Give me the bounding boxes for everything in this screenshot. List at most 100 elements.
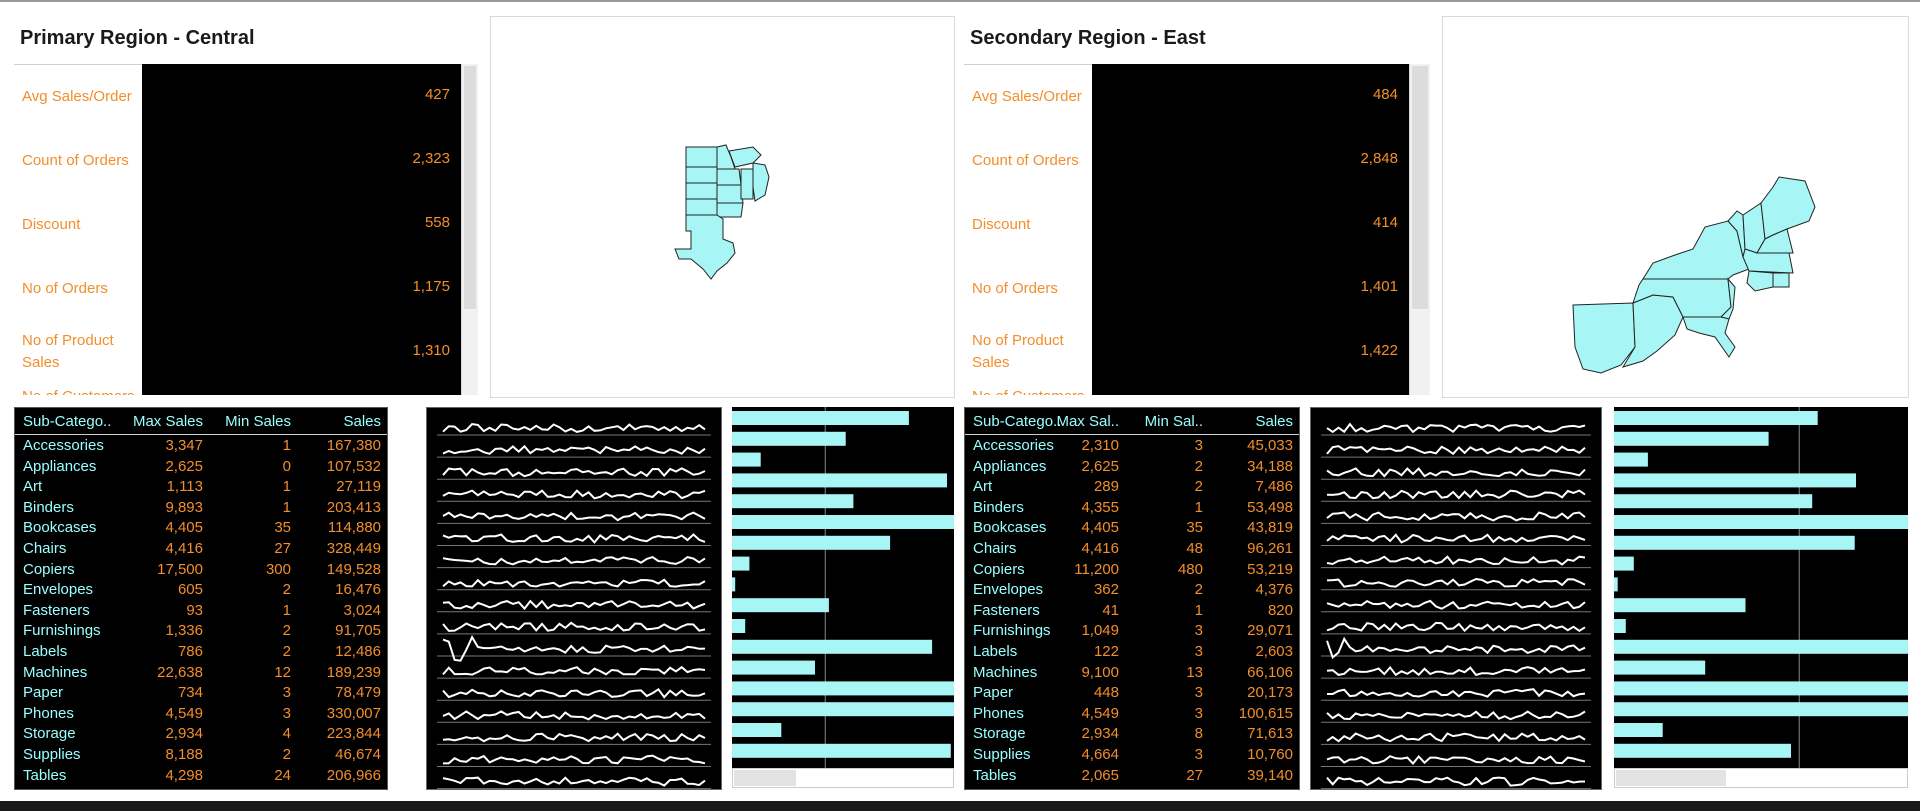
cell-max-sales: 786 (177, 643, 203, 660)
header-min-sales[interactable]: Min Sales (225, 413, 291, 430)
table-row[interactable]: Envelopes 605 2 16,476 (15, 580, 387, 601)
primary-subcategory-table: Sub-Catego.. Max Sales Min Sales Sales A… (14, 407, 388, 790)
cell-max-sales: 4,549 (1081, 704, 1119, 722)
table-row[interactable]: Furnishings 1,049 3 29,071 (965, 621, 1299, 642)
cell-max-sales: 2,065 (1081, 766, 1119, 784)
cell-max-sales: 9,893 (165, 498, 203, 516)
table-row[interactable]: Tables 4,298 24 206,966 (15, 766, 387, 787)
kpi-label: No of Orders (972, 280, 1058, 297)
table-row[interactable]: Art 1,113 1 27,119 (15, 477, 387, 498)
header-subcategory[interactable]: Sub-Catego.. (23, 413, 112, 430)
cell-sales: 27,119 (336, 478, 381, 496)
cell-subcategory: Fasteners (23, 601, 90, 619)
kpi-row-discount: Discount 414 (964, 214, 1430, 236)
scrollbar-thumb[interactable] (1412, 66, 1428, 309)
table-row[interactable]: Storage 2,934 8 71,613 (965, 724, 1299, 745)
table-row[interactable]: Machines 9,100 13 66,106 (965, 663, 1299, 684)
table-row[interactable]: Fasteners 93 1 3,024 (15, 601, 387, 622)
table-row[interactable]: Copiers 17,500 300 149,528 (15, 560, 387, 581)
table-row[interactable]: Bookcases 4,405 35 43,819 (965, 518, 1299, 539)
header-min-sales[interactable]: Min Sal.. (1144, 413, 1203, 430)
bar-scrollbar[interactable] (732, 768, 954, 788)
table-row[interactable]: Labels 122 3 2,603 (965, 642, 1299, 663)
sparkline (1326, 732, 1586, 743)
sparkline (1326, 776, 1586, 787)
table-row[interactable]: Storage 2,934 4 223,844 (15, 724, 387, 745)
cell-min-sales: 35 (1186, 519, 1203, 537)
sales-bar (1614, 619, 1626, 633)
cell-subcategory: Copiers (23, 560, 75, 578)
table-row[interactable]: Binders 4,355 1 53,498 (965, 498, 1299, 519)
table-row[interactable]: Phones 4,549 3 100,615 (965, 704, 1299, 725)
cell-min-sales: 1 (282, 601, 291, 619)
cell-max-sales: 4,664 (1081, 746, 1119, 763)
scrollbar-thumb[interactable] (1616, 770, 1726, 786)
cell-subcategory: Paper (973, 684, 1014, 702)
cell-max-sales: 3,347 (165, 437, 203, 454)
sales-bar (732, 494, 854, 509)
table-row[interactable]: Machines 22,638 12 189,239 (15, 663, 387, 684)
table-row[interactable]: Binders 9,893 1 203,413 (15, 498, 387, 519)
table-row[interactable]: Tables 2,065 27 39,140 (965, 766, 1299, 787)
sales-bar (732, 598, 829, 613)
sales-bar (1614, 515, 1908, 529)
table-row[interactable]: Art 289 2 7,486 (965, 477, 1299, 498)
cell-sales: 71,613 (1247, 725, 1293, 743)
table-row[interactable]: Fasteners 41 1 820 (965, 601, 1299, 622)
table-row[interactable]: Supplies 4,664 3 10,760 (965, 745, 1299, 766)
cell-max-sales: 4,405 (165, 519, 203, 537)
table-row[interactable]: Chairs 4,416 27 328,449 (15, 539, 387, 560)
secondary-region-map[interactable] (1442, 16, 1909, 398)
cell-min-sales: 24 (274, 766, 291, 784)
cell-subcategory: Phones (23, 704, 74, 722)
cell-subcategory: Tables (23, 766, 67, 784)
table-header: Sub-Catego.. Max Sal.. Min Sal.. Sales (965, 410, 1299, 435)
scrollbar-thumb[interactable] (464, 66, 476, 309)
sparkline (1326, 511, 1586, 522)
table-row[interactable]: Appliances 2,625 2 34,188 (965, 457, 1299, 478)
table-row[interactable]: Envelopes 362 2 4,376 (965, 580, 1299, 601)
sparkline (442, 754, 706, 765)
cell-subcategory: Tables (973, 766, 1017, 784)
sales-bar (732, 473, 947, 488)
sales-bar (732, 660, 815, 675)
cell-min-sales: 27 (274, 540, 291, 557)
kpi-scrollbar[interactable] (461, 64, 478, 395)
sales-bar (732, 743, 951, 758)
cell-max-sales: 1,113 (166, 478, 203, 496)
sparkline-chart (437, 423, 711, 789)
scrollbar-thumb[interactable] (734, 770, 796, 786)
sales-bar (1614, 556, 1634, 571)
cell-sales: 96,261 (1247, 540, 1293, 557)
sales-bar (732, 515, 954, 529)
table-row[interactable]: Supplies 8,188 2 46,674 (15, 745, 387, 766)
east-states-map (1572, 176, 1816, 374)
table-row[interactable]: Copiers 11,200 480 53,219 (965, 560, 1299, 581)
header-max-sales[interactable]: Max Sal.. (1056, 413, 1119, 430)
header-sales[interactable]: Sales (1255, 413, 1293, 430)
header-sales[interactable]: Sales (343, 413, 381, 430)
cell-min-sales: 3 (282, 704, 291, 722)
bar-scrollbar[interactable] (1614, 768, 1908, 788)
table-row[interactable]: Bookcases 4,405 35 114,880 (15, 518, 387, 539)
header-subcategory[interactable]: Sub-Catego.. (973, 413, 1062, 430)
cell-sales: 3,024 (343, 601, 381, 619)
table-row[interactable]: Accessories 3,347 1 167,380 (15, 436, 387, 457)
bottom-bar (0, 801, 1920, 811)
table-row[interactable]: Accessories 2,310 3 45,033 (965, 436, 1299, 457)
cell-sales: 820 (1267, 601, 1293, 619)
table-row[interactable]: Furnishings 1,336 2 91,705 (15, 621, 387, 642)
sales-bar (1614, 681, 1908, 696)
table-row[interactable]: Paper 448 3 20,173 (965, 683, 1299, 704)
table-row[interactable]: Chairs 4,416 48 96,261 (965, 539, 1299, 560)
table-row[interactable]: Phones 4,549 3 330,007 (15, 704, 387, 725)
cell-max-sales: 4,405 (1081, 519, 1119, 537)
kpi-scrollbar[interactable] (1409, 64, 1430, 395)
table-row[interactable]: Paper 734 3 78,479 (15, 683, 387, 704)
cell-subcategory: Accessories (973, 437, 1054, 454)
table-row[interactable]: Appliances 2,625 0 107,532 (15, 457, 387, 478)
header-max-sales[interactable]: Max Sales (132, 413, 203, 430)
cell-sales: 46,674 (335, 746, 381, 763)
table-row[interactable]: Labels 786 2 12,486 (15, 642, 387, 663)
primary-region-map[interactable] (490, 16, 955, 398)
